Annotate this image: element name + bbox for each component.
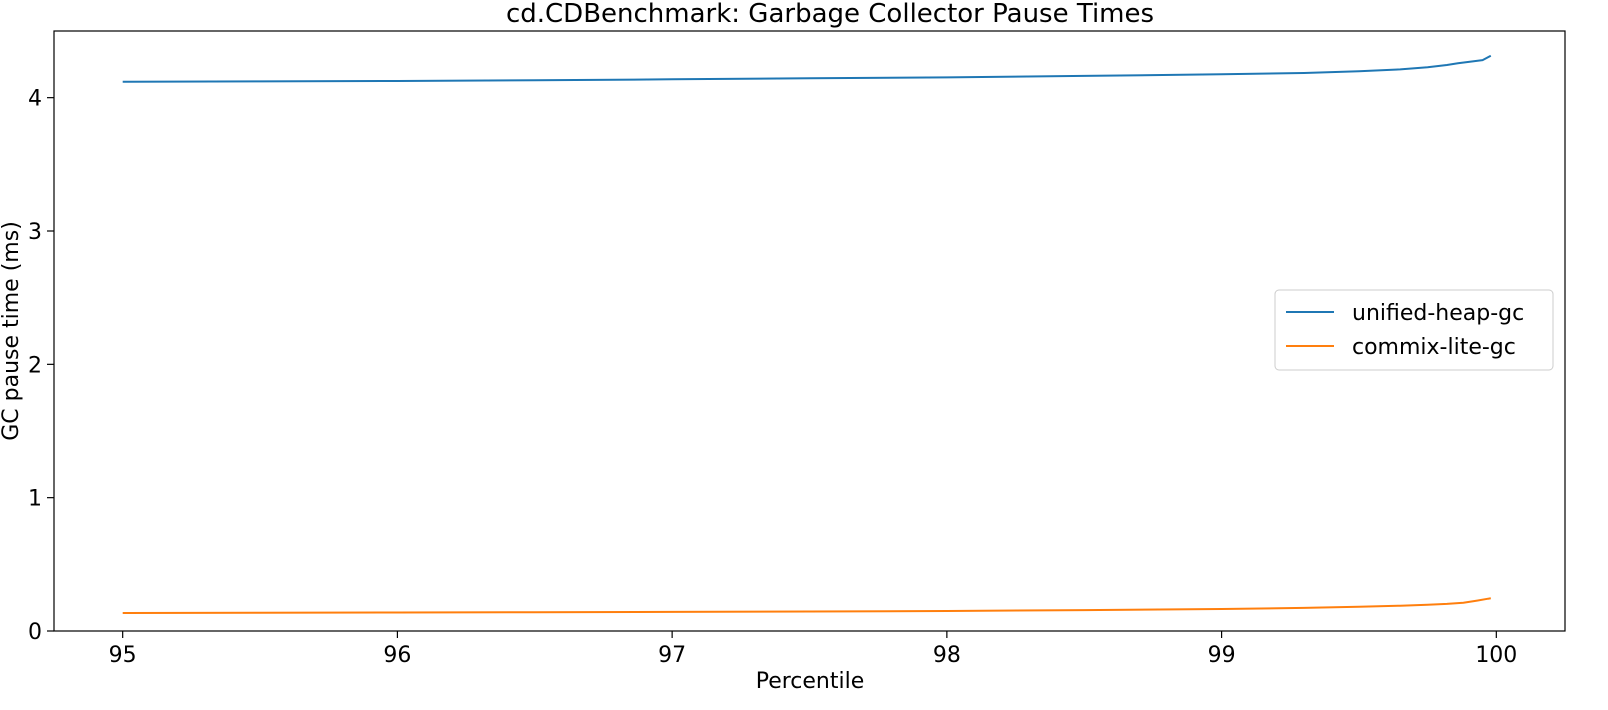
x-tick-label: 100 — [1475, 643, 1517, 668]
x-tick-label: 95 — [109, 643, 137, 668]
series-line-unified-heap-gc — [122, 54, 1492, 83]
y-tick-label: 0 — [28, 620, 42, 645]
y-tick-label: 2 — [28, 353, 42, 378]
y-tick-label: 3 — [28, 220, 42, 245]
x-axis: 95 96 97 98 99 100 — [109, 631, 1517, 668]
y-axis-label: GC pause time (ms) — [0, 221, 24, 441]
legend-box — [1274, 289, 1554, 371]
plot-area — [53, 30, 1566, 632]
legend-label-commix-lite-gc: commix-lite-gc — [1352, 335, 1516, 360]
series-line-commix-lite-gc — [122, 597, 1491, 614]
x-tick-label: 97 — [658, 643, 686, 668]
x-tick-label: 99 — [1208, 643, 1236, 668]
x-tick-label: 98 — [933, 643, 961, 668]
y-axis: 0 1 2 3 4 — [28, 87, 54, 645]
y-tick-label: 4 — [28, 87, 42, 112]
series-lines — [122, 54, 1492, 614]
legend-label-unified-heap-gc: unified-heap-gc — [1352, 301, 1524, 326]
x-tick-label: 96 — [383, 643, 411, 668]
chart-title: cd.CDBenchmark: Garbage Collector Pause … — [506, 0, 1154, 29]
y-tick-label: 1 — [28, 487, 42, 512]
x-axis-label: Percentile — [756, 669, 865, 694]
legend: unified-heap-gc commix-lite-gc — [1274, 289, 1554, 371]
